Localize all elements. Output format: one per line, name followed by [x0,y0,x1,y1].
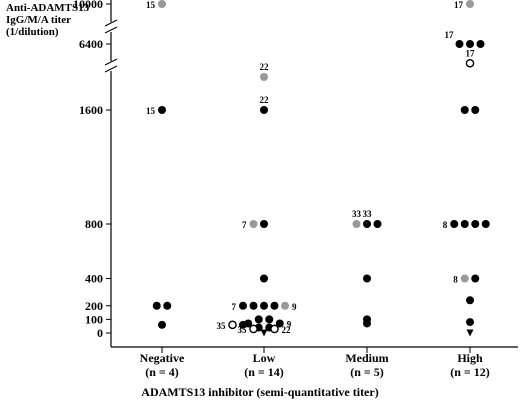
data-point-label: 17 [454,0,464,10]
data-point [466,0,474,8]
data-point-label: 15 [146,106,156,116]
y-tick-label: 1600 [79,103,103,117]
data-point-label: 15 [146,0,156,10]
data-point [460,106,469,114]
data-point [471,220,480,228]
axis-break-mark [104,65,118,73]
data-points [152,0,490,337]
data-point [158,320,166,329]
data-point [260,73,268,81]
x-category-count: (n = 14) [244,365,284,379]
data-point [249,301,258,310]
data-point [352,220,361,228]
data-point [254,315,263,324]
data-point-open [270,324,279,334]
y-tick-label: 200 [85,299,103,313]
data-point [466,40,474,48]
data-point [460,274,469,283]
data-point-label: 8 [443,220,448,230]
data-point [158,106,166,114]
y-tick-label: 400 [85,272,103,286]
y-axis-title-line-1: Anti-ADAMTS13 [6,2,90,14]
y-tick-label: 800 [85,217,103,231]
data-point [460,220,469,228]
data-point-label: 22 [260,95,270,105]
data-point-triangle [466,329,474,337]
data-point [270,301,279,310]
data-point [450,220,459,228]
data-point [260,220,268,228]
x-category-count: (n = 5) [350,365,384,379]
data-point [239,320,247,329]
data-point [163,301,172,310]
data-point-label: 22 [282,325,292,335]
data-point [466,318,474,327]
data-point [471,274,480,283]
data-point [466,296,474,305]
axis-break-gap [105,22,117,32]
axis-break-mark [104,26,118,34]
data-point [260,274,268,283]
data-point [239,301,247,310]
data-point-label: 9 [292,302,297,312]
data-point-label: 35 [217,321,227,331]
data-point [152,301,161,310]
x-category-label: Negative [140,351,185,365]
x-categories: Negative(n = 4) Low(n = 14) Medium(n = 5) H… [140,347,490,379]
data-point [471,106,480,114]
x-category-label: High [457,351,483,365]
y-tick-label: 100 [85,312,103,326]
data-point-label: 22 [260,62,270,72]
y-tick-label: 0 [97,326,103,340]
axis-break-mark [104,19,118,27]
data-point [363,220,371,228]
data-point-label: 17 [466,48,476,58]
y-tick-label: 6400 [79,37,103,51]
data-point [249,220,258,228]
data-point-label: 7 [242,220,247,230]
data-point [260,106,268,114]
data-point-open [465,58,475,68]
data-point [158,0,166,8]
data-point [265,315,274,324]
data-point [373,220,382,228]
x-category-count: (n = 4) [145,365,179,379]
x-category-count: (n = 12) [450,365,490,379]
data-point [363,319,371,328]
data-point [481,220,490,228]
data-point [281,301,289,310]
data-point-label: 7 [232,302,237,312]
data-point [363,274,371,283]
axes [104,0,518,348]
data-point [275,319,284,328]
data-point-label: 33 [363,209,373,219]
data-point-label: 35 [238,325,248,335]
point-labels: 15 15 22 22 7 7 99 35 35 22 33 33 17 17 17 8 8 [146,0,475,335]
data-point [455,40,464,48]
data-point-label: 17 [445,30,455,40]
x-category-label: Low [253,351,276,365]
axis-break-gap [105,61,117,71]
data-point [476,40,485,48]
data-point-open [249,324,258,334]
y-tick-label: 10000 [73,0,103,11]
axis-break-mark [104,58,118,66]
y-axis-title-line-3: (1/dilution) [6,26,59,38]
y-axis-title-line-2: IgG/M/A titer [6,14,72,26]
data-point-label: 33 [352,209,362,219]
data-point-open [228,320,237,330]
data-point-label: 8 [453,275,458,285]
x-axis-title: ADAMTS13 inhibitor (semi-quantitative ti… [141,385,379,399]
y-axis-title: Anti-ADAMTS13 IgG/M/A titer (1/dilution) [6,2,89,38]
data-point-label: 9 [287,319,292,329]
data-point [260,301,268,310]
x-category-label: Medium [345,351,388,365]
data-point-triangle [260,329,268,337]
